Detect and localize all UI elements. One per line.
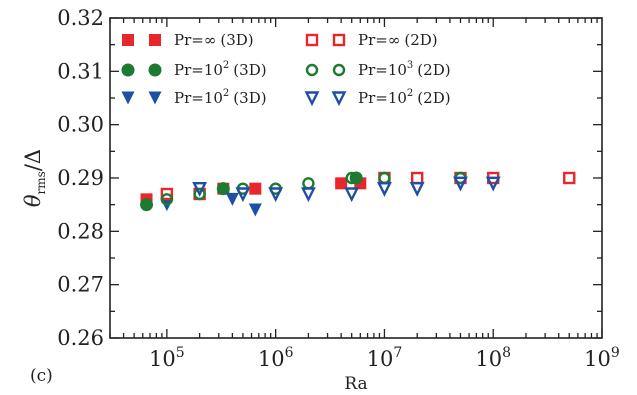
legend-marker — [332, 63, 346, 77]
y-tick-label: 0.26 — [57, 326, 104, 350]
x-axis-ticks: 105 106 107 108 109 — [109, 18, 620, 371]
data-points — [140, 171, 576, 217]
x-tick-label: 107 — [367, 345, 403, 371]
data-point — [300, 187, 316, 203]
x-tick-label: 109 — [584, 345, 620, 371]
data-point — [249, 182, 262, 195]
data-point — [378, 171, 391, 185]
legend-marker — [122, 34, 134, 46]
data-point — [344, 187, 360, 203]
data-point — [410, 171, 424, 185]
data-point — [345, 171, 358, 185]
data-point — [453, 176, 468, 192]
x-tick-label: 108 — [475, 345, 511, 371]
data-point — [192, 181, 208, 197]
data-point — [160, 187, 174, 201]
legend-marker — [305, 33, 319, 47]
data-point — [216, 182, 230, 196]
x-tick-label: 106 — [258, 345, 294, 371]
legend-label: Pr=102 (3D) — [174, 60, 267, 79]
y-tick-label: 0.30 — [57, 113, 104, 137]
x-axis-label: Ra — [344, 374, 367, 394]
data-point — [193, 187, 206, 201]
data-point — [268, 187, 284, 203]
legend-label: Pr=∞ (2D) — [358, 31, 438, 49]
y-axis-ticks: 0.26 0.27 0.28 0.29 0.30 0.31 0.32 — [57, 6, 602, 350]
panel-label: (c) — [30, 366, 53, 386]
legend-marker — [149, 34, 161, 46]
y-tick-label: 0.28 — [57, 219, 104, 243]
y-tick-label: 0.32 — [57, 6, 104, 30]
data-point — [302, 177, 315, 190]
x-tick-label: 105 — [149, 345, 185, 371]
y-tick-label: 0.27 — [57, 273, 104, 297]
data-point — [335, 177, 348, 190]
legend-marker — [121, 91, 135, 105]
legend: Pr=∞ (3D) Pr=102 (3D) Pr=102 (3D) Pr=∞ (2D) Pr=1… — [121, 31, 451, 107]
data-point — [235, 187, 251, 203]
y-axis-label-tail: /Δ — [21, 149, 45, 171]
y-axis-label-main: θ — [21, 194, 45, 207]
data-point — [160, 193, 174, 206]
y-tick-label: 0.31 — [57, 59, 104, 83]
legend-label: Pr=∞ (3D) — [174, 31, 254, 49]
data-point — [140, 198, 154, 212]
legend-marker — [148, 63, 162, 77]
legend-marker — [332, 33, 346, 47]
y-axis-label: θrms/Δ — [21, 149, 48, 207]
data-point — [485, 176, 501, 192]
legend-label: Pr=102 (3D) — [174, 88, 267, 107]
legend-marker — [331, 91, 347, 107]
y-axis-label-sub: rms — [34, 171, 48, 194]
legend-marker — [304, 91, 320, 107]
legend-label: Pr=102 (2D) — [358, 88, 451, 107]
y-tick-label: 0.29 — [57, 166, 104, 190]
data-point — [563, 171, 576, 185]
data-point — [409, 181, 425, 197]
data-point — [248, 203, 262, 217]
legend-marker — [148, 91, 162, 105]
legend-marker — [121, 63, 135, 77]
legend-label: Pr=103 (2D) — [358, 60, 451, 79]
legend-marker — [305, 63, 319, 77]
data-point — [376, 181, 392, 197]
data-point — [225, 192, 239, 206]
